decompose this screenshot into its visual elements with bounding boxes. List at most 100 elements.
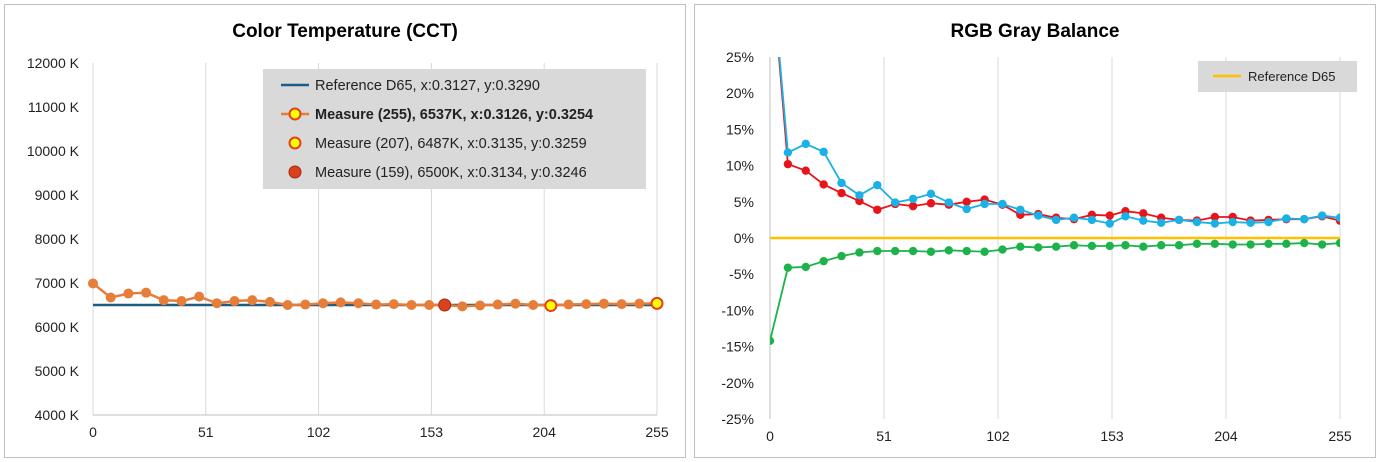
measure-point — [229, 296, 240, 307]
x-tick-label: 255 — [645, 424, 669, 440]
red-channel-point — [837, 188, 846, 198]
plot-area — [770, 57, 1340, 346]
red-channel-point — [962, 197, 971, 206]
legend-label: Measure (207), 6487K, x:0.3135, y:0.3259 — [315, 136, 587, 152]
measure-point — [563, 299, 574, 310]
red-channel-point — [1210, 212, 1220, 222]
x-tick-label: 153 — [420, 424, 444, 440]
measure-point — [282, 300, 293, 310]
legend-label: Reference D65 — [1248, 69, 1335, 84]
red-channel-point — [819, 180, 828, 189]
legend-label: Reference D65, x:0.3127, y:0.3290 — [315, 78, 540, 94]
y-tick-label: 4000 K — [35, 407, 80, 423]
measure-point — [388, 299, 399, 310]
y-tick-label: 10000 K — [27, 143, 80, 159]
blue-channel-point — [908, 194, 918, 204]
green-channel-point — [1282, 239, 1291, 248]
blue-channel-point — [801, 139, 810, 149]
legend-label: Measure (159), 6500K, x:0.3134, y:0.3246 — [315, 165, 587, 181]
blue-channel-point — [1335, 213, 1340, 222]
blue-channel-point — [962, 204, 971, 214]
x-tick-label: 0 — [766, 428, 774, 444]
green-channel-point — [873, 246, 882, 256]
y-tick-label: 6000 K — [35, 319, 80, 335]
blue-channel-point — [944, 198, 954, 207]
blue-channel-point — [783, 148, 793, 157]
measure-point — [264, 296, 275, 307]
x-tick-label: 204 — [1214, 428, 1238, 444]
green-channel-point — [1300, 238, 1309, 248]
blue-channel-point — [1087, 215, 1097, 225]
measure-point — [123, 288, 134, 299]
blue-channel-point — [819, 147, 828, 157]
blue-channel-point — [1317, 211, 1327, 220]
green-channel-point — [926, 247, 936, 256]
measure-255-marker — [650, 296, 664, 310]
measure-point — [510, 298, 521, 309]
y-tick-label: 12000 K — [27, 55, 80, 71]
blue-channel-point — [855, 191, 864, 200]
blue-channel-point — [1282, 214, 1291, 223]
y-tick-label: 25% — [726, 49, 754, 65]
blue-channel-point — [873, 180, 882, 190]
green-channel-point — [1034, 243, 1043, 252]
green-channel-line — [770, 242, 1340, 342]
green-channel-point — [944, 246, 954, 255]
blue-channel-point — [1192, 217, 1202, 227]
rgb-gray-balance-chart: RGB Gray Balance 0 51 102 153 204 255 -25% -20% -… — [721, 21, 1357, 444]
green-channel-point — [770, 336, 775, 346]
blue-channel-point — [1121, 212, 1130, 221]
measure-point — [158, 295, 169, 306]
measure-point — [634, 298, 645, 309]
measure-point — [598, 298, 609, 309]
measure-point — [141, 287, 152, 298]
x-tick-label: 255 — [1328, 428, 1352, 444]
x-tick-label: 204 — [533, 424, 557, 440]
y-tick-label: 7000 K — [35, 275, 80, 291]
y-tick-label: 8000 K — [35, 231, 80, 247]
measure-point — [176, 296, 187, 307]
measure-point — [371, 299, 382, 310]
green-channel-point — [783, 263, 793, 272]
green-channel-point — [819, 256, 828, 266]
red-channel-point — [801, 166, 810, 175]
y-tick-label: 5000 K — [35, 363, 80, 379]
green-channel-point — [908, 246, 918, 256]
measure-207-marker — [544, 299, 558, 313]
green-channel-point — [855, 248, 864, 257]
y-tick-label: -20% — [721, 375, 754, 391]
measure-point — [194, 291, 205, 302]
blue-channel-point — [1174, 215, 1184, 225]
green-channel-point — [1317, 240, 1327, 249]
blue-channel-point — [1210, 219, 1220, 228]
blue-channel-point — [1139, 216, 1148, 225]
green-channel-point — [980, 247, 989, 256]
y-tick-label: -10% — [721, 302, 754, 318]
green-channel-point — [837, 251, 846, 261]
green-channel-point — [1016, 242, 1025, 251]
blue-channel-point — [926, 189, 936, 199]
measure-point — [88, 278, 98, 289]
blue-channel-point — [1105, 219, 1114, 228]
y-tick-label: 10% — [726, 158, 754, 174]
y-tick-label: -25% — [721, 411, 754, 427]
blue-channel-point — [1051, 215, 1061, 225]
measure-point — [105, 292, 116, 303]
legend-label: Measure (255), 6537K, x:0.3126, y:0.3254 — [315, 107, 593, 123]
green-channel-point — [1156, 241, 1166, 250]
measure-point — [335, 297, 346, 308]
red-channel-point — [1139, 209, 1148, 218]
measure-point — [353, 298, 364, 309]
green-channel-point — [1264, 239, 1273, 248]
x-tick-label: 51 — [876, 428, 892, 444]
green-channel-point — [998, 245, 1007, 254]
cct-chart: Color Temperature (CCT) 0 51 102 153 204 255 40… — [27, 21, 669, 440]
green-channel-point — [1228, 240, 1237, 249]
blue-channel-point — [980, 199, 989, 209]
blue-channel-point — [837, 178, 846, 188]
blue-channel-point — [1264, 217, 1273, 227]
y-tick-label: 20% — [726, 85, 754, 101]
green-channel-point — [1335, 238, 1340, 248]
legend-marker-swatch — [288, 136, 302, 150]
green-channel-point — [1069, 241, 1079, 250]
